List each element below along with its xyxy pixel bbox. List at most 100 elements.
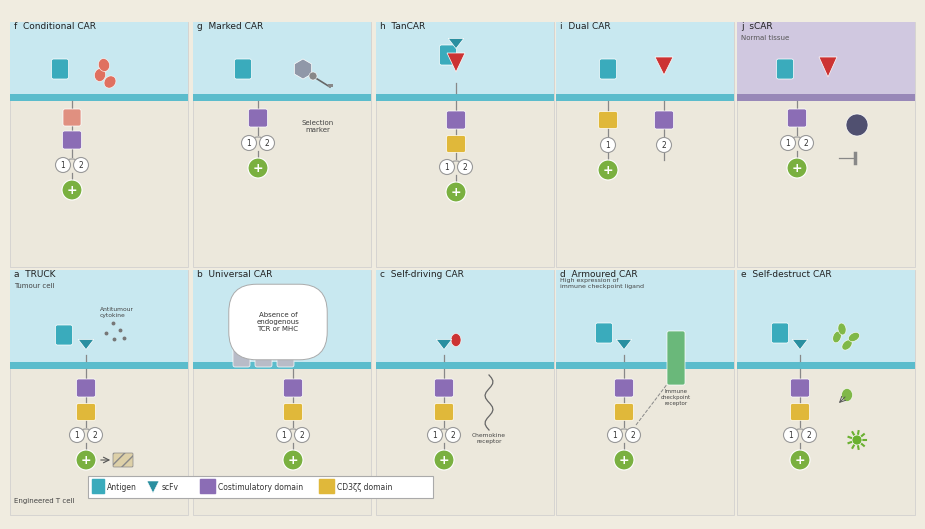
Text: f  Conditional CAR: f Conditional CAR [14,22,96,31]
Bar [556,22,734,267]
Bar [556,361,734,369]
Circle shape [790,450,810,470]
Circle shape [787,158,807,178]
Bar [328,84,333,87]
FancyBboxPatch shape [200,479,216,495]
Circle shape [614,450,634,470]
Bar [10,22,188,267]
Circle shape [852,435,862,445]
FancyBboxPatch shape [77,404,95,421]
Bar [376,94,554,101]
FancyBboxPatch shape [596,323,612,343]
Circle shape [608,427,623,442]
Bar [193,361,371,369]
Circle shape [69,427,84,442]
Text: 2: 2 [804,139,808,148]
Bar [376,22,554,97]
Circle shape [458,160,473,175]
Ellipse shape [105,76,116,88]
Text: 1: 1 [61,161,66,170]
FancyBboxPatch shape [776,59,794,79]
Circle shape [600,138,615,152]
Text: c  Self-driving CAR: c Self-driving CAR [380,270,463,279]
Text: d  Armoured CAR: d Armoured CAR [560,270,637,279]
Bar [10,361,188,369]
FancyBboxPatch shape [235,59,252,79]
Bar [376,270,554,365]
Circle shape [294,427,310,442]
Circle shape [241,135,256,150]
Polygon shape [447,53,465,72]
Bar [556,270,734,365]
Text: Costimulatory domain: Costimulatory domain [218,482,303,491]
Circle shape [62,180,82,200]
FancyBboxPatch shape [283,379,302,397]
Circle shape [76,450,96,470]
Circle shape [283,450,303,470]
Text: 2: 2 [92,431,97,440]
Polygon shape [616,340,632,350]
Bar [88,476,433,498]
Text: 1: 1 [281,431,287,440]
Polygon shape [285,340,301,350]
FancyBboxPatch shape [435,404,453,421]
Text: 1: 1 [606,141,610,150]
Text: +: + [67,184,78,197]
Circle shape [277,427,291,442]
Polygon shape [655,57,673,75]
FancyBboxPatch shape [283,404,302,421]
Circle shape [248,158,268,178]
FancyBboxPatch shape [435,379,453,397]
Polygon shape [294,59,312,79]
Bar [193,270,371,365]
Bar [737,270,915,515]
Text: Immune
checkpoint
receptor: Immune checkpoint receptor [661,389,691,406]
Text: 2: 2 [631,431,635,440]
Text: 2: 2 [300,431,304,440]
Circle shape [73,158,89,172]
Circle shape [801,427,817,442]
FancyBboxPatch shape [614,404,634,421]
FancyBboxPatch shape [614,379,634,397]
Bar [737,22,915,267]
Circle shape [260,135,275,150]
Circle shape [798,135,813,150]
Text: +: + [619,454,629,467]
Text: b  Universal CAR: b Universal CAR [197,270,272,279]
Circle shape [657,138,672,152]
Ellipse shape [98,59,109,71]
FancyBboxPatch shape [233,331,250,367]
Text: Engineered T cell: Engineered T cell [14,498,75,504]
FancyBboxPatch shape [655,111,673,129]
FancyBboxPatch shape [599,59,616,79]
Circle shape [88,427,103,442]
Text: High expression of
immune checkpoint ligand: High expression of immune checkpoint lig… [560,278,644,289]
Bar [193,22,371,267]
Text: 2: 2 [661,141,666,150]
Bar [10,94,188,101]
FancyBboxPatch shape [771,323,788,343]
Circle shape [781,135,796,150]
FancyBboxPatch shape [791,379,809,397]
Text: Antitumour
cytokine: Antitumour cytokine [100,307,134,318]
Bar [10,22,188,97]
Text: e  Self-destruct CAR: e Self-destruct CAR [741,270,832,279]
Polygon shape [147,481,159,493]
FancyBboxPatch shape [791,404,809,421]
Text: Chemokine
receptor: Chemokine receptor [472,433,506,444]
FancyBboxPatch shape [92,479,105,495]
Bar [376,22,554,267]
Text: scFv: scFv [162,482,179,491]
Text: +: + [288,454,298,467]
FancyBboxPatch shape [52,59,68,79]
Text: 1: 1 [612,431,617,440]
Text: +: + [438,454,450,467]
Text: 1: 1 [247,139,252,148]
Text: 2: 2 [265,139,269,148]
Ellipse shape [848,332,859,342]
Bar [193,22,371,97]
Text: g  Marked CAR: g Marked CAR [197,22,264,31]
Polygon shape [437,340,451,350]
FancyBboxPatch shape [447,111,465,129]
Text: Normal tissue: Normal tissue [741,35,789,41]
